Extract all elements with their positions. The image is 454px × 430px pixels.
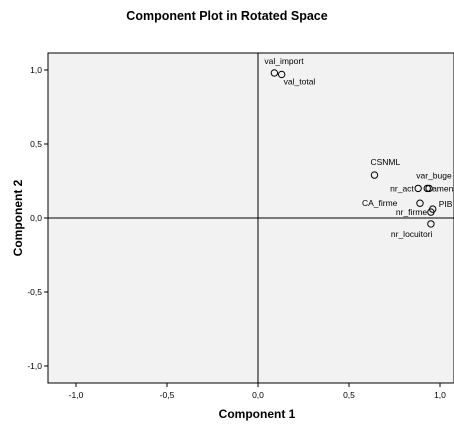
reference-lines [48,53,454,383]
x-tick-label: 0,5 [343,390,355,400]
y-tick-label: 1,0 [30,65,42,75]
y-tick-label: -1,0 [27,361,42,371]
x-tick-label: -0,5 [160,390,175,400]
point-marker-amenz [425,184,433,193]
x-tick-label: 1,0 [434,390,446,400]
x-tick-label: 0,0 [252,390,264,400]
chart-title: Component Plot in Rotated Space [126,9,327,23]
point-marker-nr-locuitori [427,220,435,228]
point-label-val-import: val_import [264,56,304,66]
point-label-amenz: amenz [432,183,454,193]
x-tick-label: -1,0 [69,390,84,400]
point-label-var-buge: var_buge [416,170,452,180]
point-label-nr-act: nr_act [390,183,414,193]
y-tick-label: -0,5 [27,287,42,297]
point-label-csnml: CSNML [370,157,400,167]
y-axis-ticks: 1,0 0,5 0,0 -0,5 -1,0 [27,65,48,371]
x-axis-title: Component 1 [219,407,296,421]
y-axis-title: Component 2 [11,179,25,256]
point-label-ca-firme: CA_firme [362,198,398,208]
point-marker-csnml [370,171,379,179]
x-axis-ticks: -1,0 -0,5 0,0 0,5 1,0 [69,383,446,400]
y-tick-label: 0,0 [30,213,42,223]
point-label-nr-firme: nr_firme [396,207,427,217]
point-label-pib: PIB [439,199,453,209]
point-marker-nr-firme [427,208,435,216]
point-marker-nr-act [414,184,422,193]
y-tick-label: 0,5 [30,139,42,149]
point-marker-val-import [270,69,279,77]
point-marker-ca-firme [416,199,424,207]
point-label-val-total: val_total [284,76,316,86]
point-marker-val-total [277,70,286,79]
point-label-nr-locuitori: nr_locuitori [391,229,433,239]
